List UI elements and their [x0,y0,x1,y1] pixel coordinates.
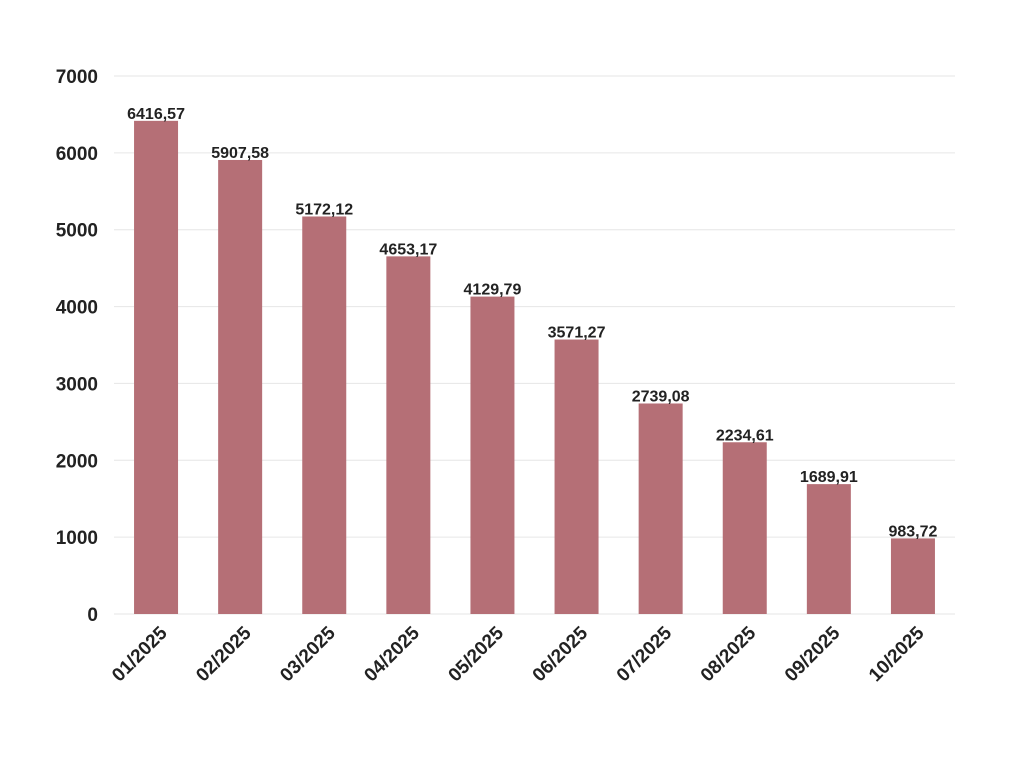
bar-03-2025 [302,216,347,614]
x-tick-label: 05/2025 [445,622,509,686]
y-tick-label: 4000 [56,298,98,319]
data-labels: 6416,57 5907,58 5172,12 4653,17 4129,79 3571,… [127,106,937,541]
x-tick-label: 02/2025 [192,622,256,686]
y-tick-label: 0 [87,605,98,626]
data-label: 6416,57 [127,106,185,123]
x-tick-label: 04/2025 [360,622,424,686]
bar-01-2025 [134,120,179,614]
x-tick-label: 06/2025 [529,622,593,686]
x-tick-label: 08/2025 [697,622,761,686]
x-tick-label: 01/2025 [108,622,172,686]
y-axis-ticks: 0 1000 2000 3000 4000 5000 6000 7000 [56,67,98,626]
data-label: 983,72 [888,523,937,540]
data-label: 5907,58 [211,145,269,162]
x-axis-ticks: 01/2025 02/2025 03/2025 04/2025 05/2025 06/20… [108,622,929,686]
data-label: 1689,91 [800,469,858,486]
bar-04-2025 [386,256,431,614]
y-tick-label: 2000 [56,451,98,472]
x-tick-label: 09/2025 [781,622,845,686]
data-label: 4653,17 [379,241,437,258]
x-tick-label: 03/2025 [276,622,340,686]
data-label: 3571,27 [548,325,606,342]
bar-08-2025 [722,442,767,614]
y-tick-label: 1000 [56,528,98,549]
y-tick-label: 5000 [56,221,98,242]
data-label: 4129,79 [464,282,522,299]
data-label: 2234,61 [716,427,774,444]
bar-09-2025 [806,484,851,614]
bar-02-2025 [218,159,263,615]
bar-06-2025 [554,339,599,614]
bar-05-2025 [470,296,515,614]
y-tick-label: 3000 [56,374,98,395]
x-tick-label: 10/2025 [865,622,929,686]
y-tick-label: 7000 [56,67,98,88]
bar-10-2025 [890,538,935,614]
bar-07-2025 [638,403,683,614]
data-label: 2739,08 [632,388,690,405]
y-tick-label: 6000 [56,144,98,165]
bars [134,120,935,615]
data-label: 5172,12 [295,201,353,218]
x-tick-label: 07/2025 [613,622,677,686]
